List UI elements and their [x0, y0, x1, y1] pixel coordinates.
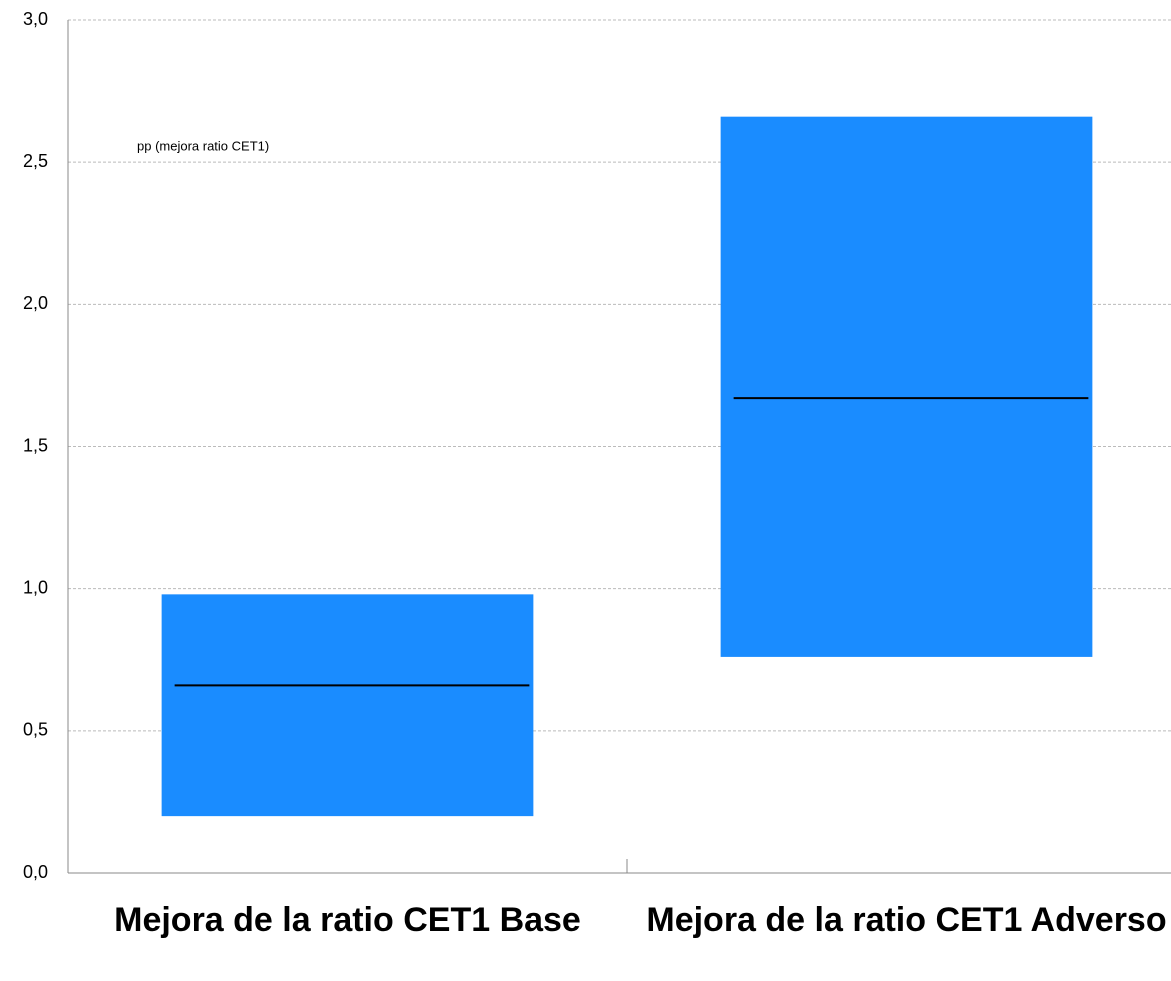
range-bar [720, 116, 1093, 657]
y-tick-label: 2,0 [23, 293, 48, 313]
y-tick-label: 2,5 [23, 151, 48, 171]
x-tick-label: Mejora de la ratio CET1 Base [114, 901, 581, 939]
y-tick-label: 0,0 [23, 862, 48, 882]
x-tick-label: Mejora de la ratio CET1 Adverso [646, 901, 1167, 939]
y-tick-label: 0,5 [23, 720, 48, 740]
annotation: pp (mejora ratio CET1) [137, 138, 269, 153]
range-bar [161, 594, 534, 817]
y-tick-label: 1,5 [23, 435, 48, 455]
y-tick-label: 3,0 [23, 9, 48, 29]
y-tick-label: 1,0 [23, 577, 48, 597]
